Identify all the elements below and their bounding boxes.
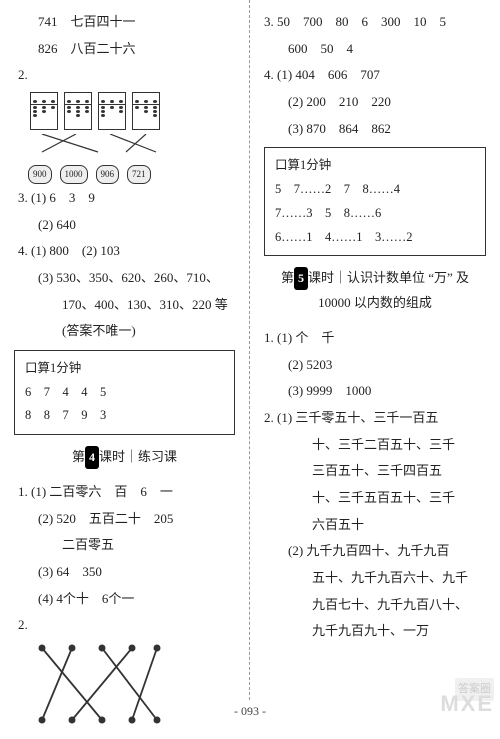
text: (2) 520 五百二十 205 [10,507,239,532]
lesson-badge: 5 [294,267,308,290]
text: (3) 870 864 862 [260,117,490,142]
tag: 1000 [60,165,88,184]
text: 十、三千五百五十、三千 [260,486,490,511]
box-title: 口算1分钟 [25,357,224,381]
text: (4) 4个十 6个一 [10,587,239,612]
calc-box: 口算1分钟 6 7 4 4 5 8 8 7 9 3 [14,350,235,435]
text: 826 八百二十六 [10,37,239,62]
text: 4. (1) 800 (2) 103 [10,239,239,264]
text: 741 七百四十一 [10,10,239,35]
text: 第 [281,270,294,285]
abacus-row [10,92,239,130]
text: (2) 200 210 220 [260,90,490,115]
text: 第 [72,449,85,464]
page-number: - 093 - [0,700,500,723]
watermark: MXE [440,683,494,725]
text: (答案不唯一) [10,319,239,344]
text: 3. 50 700 80 6 300 10 5 [260,10,490,35]
tag-row: 900 1000 906 721 [10,165,239,184]
text: (2) 九千九百四十、九千九百 [260,539,490,564]
left-column: 741 七百四十一 826 八百二十六 2. 900 1000 906 721 … [0,0,250,700]
box-row: 7……3 5 8……6 [275,202,475,226]
text: 3. (1) 6 3 9 [10,186,239,211]
section-title: 第5课时｜认识计数单位 “万” 及 10000 以内数的组成 [260,266,490,315]
text: (2) 640 [10,213,239,238]
text: (3) 530、350、620、260、710、 [10,266,239,291]
text: 二百零五 [10,533,239,558]
abacus [132,92,160,130]
right-column: 3. 50 700 80 6 300 10 5 600 50 4 4. (1) … [250,0,500,700]
item-2: 2. [10,63,239,88]
text: 九千九百九十、一万 [260,619,490,644]
section-title: 第4课时｜练习课 [10,445,239,470]
abacus [98,92,126,130]
box-row: 6……1 4……1 3……2 [275,226,475,250]
connect-lines [28,134,178,154]
abacus [30,92,58,130]
text: 十、三千二百五十、三千 [260,433,490,458]
text: (2) 5203 [260,353,490,378]
text: 课时｜练习课 [99,449,177,464]
item-2: 2. [10,613,239,638]
box-row: 8 8 7 9 3 [25,404,224,428]
tag: 906 [96,165,120,184]
abacus [64,92,92,130]
text: 4. (1) 404 606 707 [260,63,490,88]
lesson-badge: 4 [85,446,99,469]
text: 2. (1) 三千零五十、三千一百五 [260,406,490,431]
text: 1. (1) 二百零六 百 6 一 [10,480,239,505]
tag: 900 [28,165,52,184]
box-row: 5 7……2 7 8……4 [275,178,475,202]
calc-box: 口算1分钟 5 7……2 7 8……4 7……3 5 8……6 6……1 4……… [264,147,486,256]
text: 课时｜认识计数单位 “万” 及 [308,270,469,285]
text: 三百五十、三千四百五 [260,459,490,484]
box-title: 口算1分钟 [275,154,475,178]
text: 600 50 4 [260,37,490,62]
text: 六百五十 [260,513,490,538]
text: 五十、九千九百六十、九千 [260,566,490,591]
text: (3) 9999 1000 [260,379,490,404]
text: 九百七十、九千九百八十、 [260,593,490,618]
text: (3) 64 350 [10,560,239,585]
box-row: 6 7 4 4 5 [25,381,224,405]
text: 1. (1) 个 千 [260,326,490,351]
text: 170、400、130、310、220 等 [10,293,239,318]
text: 10000 以内数的组成 [318,295,432,310]
tag: 721 [127,165,151,184]
